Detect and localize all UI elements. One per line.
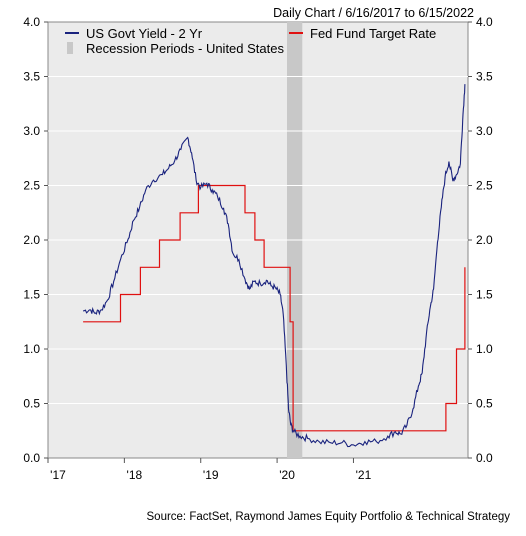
chart-subtitle: Daily Chart / 6/16/2017 to 6/15/2022 — [273, 6, 474, 20]
chart-source: Source: FactSet, Raymond James Equity Po… — [146, 511, 511, 523]
series-line-fed-fund-target-rate — [83, 184, 466, 432]
x-tick-label: '18 — [127, 468, 143, 482]
y-tick-label-right: 1.5 — [476, 288, 493, 302]
y-tick-label-right: 1.0 — [476, 342, 493, 356]
x-tick-label: '19 — [203, 468, 219, 482]
y-tick-label-right: 3.0 — [476, 124, 493, 138]
legend-label-us-govt-yield: US Govt Yield - 2 Yr — [86, 26, 203, 41]
y-tick-label-left: 3.5 — [23, 70, 40, 84]
y-tick-label-left: 4.0 — [23, 15, 40, 29]
y-tick-label-left: 0.5 — [23, 397, 40, 411]
x-tick-label: '17 — [50, 468, 66, 482]
y-tick-label-left: 2.0 — [23, 233, 40, 247]
legend: US Govt Yield - 2 Yr Recession Periods -… — [65, 26, 436, 56]
y-tick-label-right: 4.0 — [476, 15, 493, 29]
legend-label-fed-fund: Fed Fund Target Rate — [310, 26, 436, 41]
y-tick-label-right: 2.0 — [476, 233, 493, 247]
x-tick-label: '20 — [279, 468, 295, 482]
y-tick-label-left: 2.5 — [23, 179, 40, 193]
y-tick-label-left: 3.0 — [23, 124, 40, 138]
y-tick-label-left: 1.5 — [23, 288, 40, 302]
y-tick-label-right: 0.0 — [476, 451, 493, 465]
legend-swatch-recession — [67, 42, 73, 54]
y-tick-label-right: 3.5 — [476, 70, 493, 84]
y-tick-label-left: 1.0 — [23, 342, 40, 356]
y-tick-label-right: 2.5 — [476, 179, 493, 193]
y-tick-label-left: 0.0 — [23, 451, 40, 465]
legend-label-recession: Recession Periods - United States — [86, 41, 284, 56]
y-tick-label-right: 0.5 — [476, 397, 493, 411]
series-line-us-govt-yield-2yr — [83, 84, 466, 448]
x-tick-label: '21 — [356, 468, 372, 482]
